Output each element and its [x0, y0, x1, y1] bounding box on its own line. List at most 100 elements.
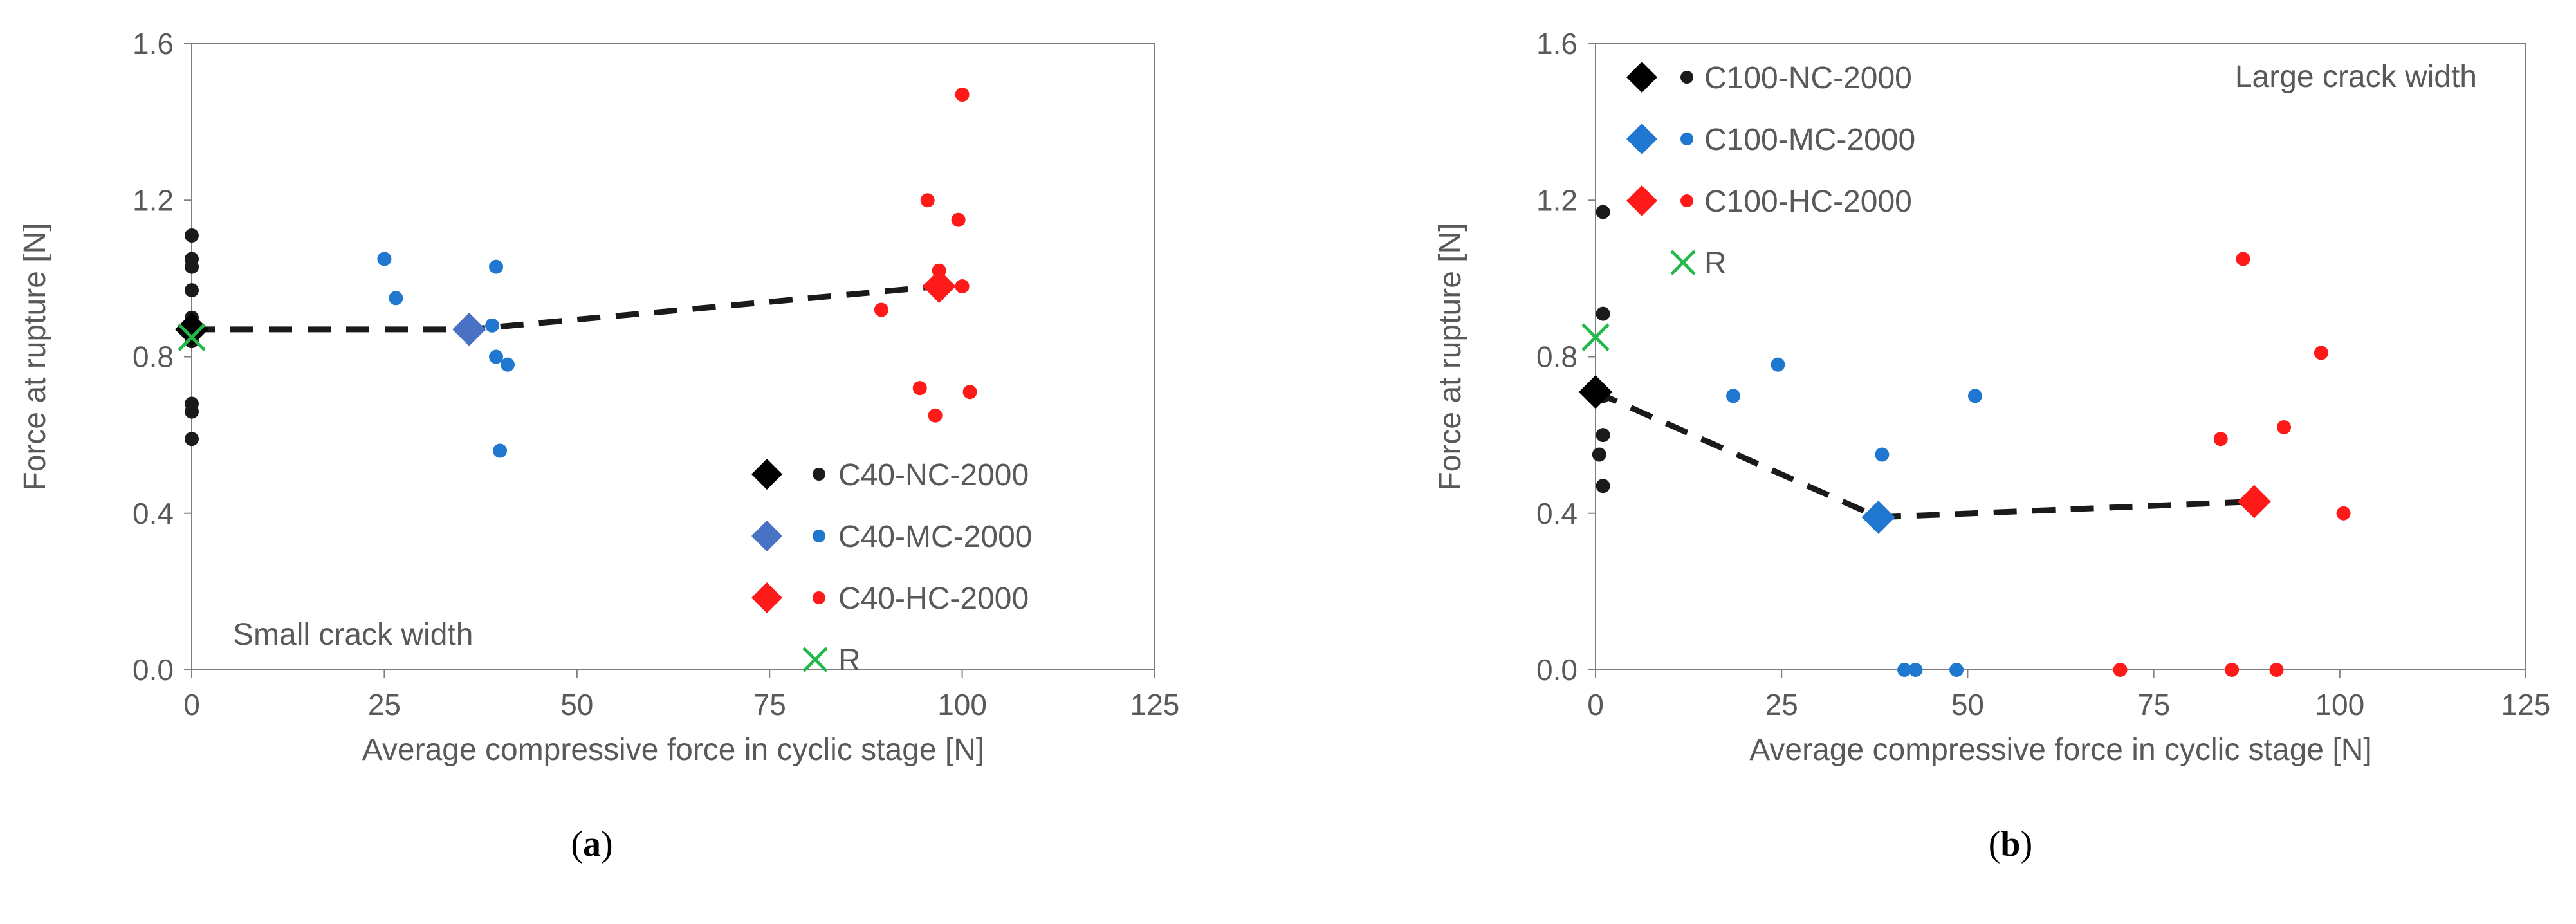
mean-marker-c100-nc-2000 — [1579, 375, 1612, 409]
x-tick-label: 0 — [183, 688, 200, 721]
legend-point-symbol — [1680, 194, 1693, 207]
data-point-c100-hc-2000 — [2277, 420, 2292, 434]
x-tick-label: 75 — [753, 688, 786, 721]
y-axis-title: Force at rupture [N] — [18, 223, 52, 490]
mean-marker-c40-hc-2000 — [922, 270, 956, 304]
legend-label: C40-MC-2000 — [838, 520, 1032, 554]
mean-marker-c100-mc-2000 — [1861, 500, 1895, 534]
data-point-c100-mc-2000 — [1726, 389, 1741, 403]
legend-mean-symbol — [751, 582, 782, 613]
legend-mean-symbol — [751, 521, 782, 551]
data-point-c40-hc-2000 — [955, 88, 970, 102]
legend: C40-NC-2000 C40-MC-2000 C40-HC-2000 R — [751, 458, 1032, 678]
reference-marker-r — [1581, 323, 1610, 351]
data-point-c100-nc-2000 — [1596, 428, 1610, 443]
legend-label: C100-HC-2000 — [1704, 185, 1912, 219]
data-point-c40-hc-2000 — [951, 212, 966, 227]
legend-point-symbol — [1680, 71, 1693, 84]
legend-reference-symbol — [802, 647, 828, 672]
trend-line — [1594, 389, 2254, 521]
x-axis-title: Average compressive force in cyclic stag… — [362, 733, 985, 767]
x-tick-label: 50 — [1951, 688, 1984, 721]
x-tick-label: 100 — [937, 688, 987, 721]
x-tick-label: 125 — [1130, 688, 1180, 721]
data-point-c100-nc-2000 — [1596, 205, 1610, 219]
legend-mean-symbol — [1626, 62, 1657, 93]
legend-label: C40-HC-2000 — [838, 582, 1029, 616]
plot-area-frame — [191, 43, 1155, 670]
reference-marker-r — [178, 323, 206, 351]
data-point-c40-mc-2000 — [489, 349, 504, 364]
trend-line — [192, 283, 940, 333]
legend-point-symbol — [813, 530, 825, 542]
data-point-c100-hc-2000 — [2336, 506, 2351, 521]
data-point-c100-hc-2000 — [2113, 663, 2128, 677]
y-tick-label: 1.2 — [133, 183, 174, 217]
panel-caption: (b) — [1989, 824, 2032, 864]
data-point-c40-hc-2000 — [912, 381, 927, 396]
data-point-c100-mc-2000 — [1949, 663, 1964, 677]
legend-label: R — [838, 643, 861, 678]
y-tick-label: 1.6 — [133, 27, 174, 60]
data-point-c100-mc-2000 — [1897, 663, 1912, 677]
data-point-c40-nc-2000 — [185, 432, 199, 447]
y-tick-label: 0.4 — [133, 497, 174, 530]
legend-mean-symbol — [1626, 124, 1657, 154]
reference-x-stroke — [1581, 323, 1610, 351]
y-axis-title: Force at rupture [N] — [1433, 223, 1467, 490]
data-point-c100-nc-2000 — [1592, 447, 1606, 462]
data-point-c100-hc-2000 — [2236, 252, 2250, 266]
x-tick-label: 100 — [2315, 688, 2364, 721]
legend-mean-symbol — [751, 459, 782, 490]
caption-close: ) — [2021, 824, 2033, 864]
y-tick-label: 0.8 — [1536, 340, 1578, 374]
data-point-c100-hc-2000 — [2213, 432, 2228, 447]
data-point-c100-hc-2000 — [2225, 663, 2240, 677]
caption-close: ) — [601, 824, 613, 864]
data-point-c100-mc-2000 — [1967, 389, 1982, 403]
legend-point-symbol — [1680, 133, 1693, 145]
legend-label: C40-NC-2000 — [838, 458, 1029, 492]
annotation: Large crack width — [2235, 60, 2477, 94]
data-point-c100-mc-2000 — [1875, 447, 1890, 462]
data-point-c40-nc-2000 — [185, 259, 199, 274]
y-tick-label: 0.0 — [133, 653, 174, 687]
legend-mean-symbol — [1626, 185, 1657, 216]
data-point-c100-nc-2000 — [1596, 306, 1610, 321]
mean-marker-c100-hc-2000 — [2237, 485, 2271, 519]
data-point-c100-hc-2000 — [2269, 663, 2284, 677]
data-point-c40-mc-2000 — [377, 252, 392, 266]
data-point-c40-mc-2000 — [489, 259, 504, 274]
mean-marker-c40-nc-2000 — [175, 312, 208, 346]
caption-open: ( — [571, 824, 583, 864]
data-point-c40-mc-2000 — [485, 318, 500, 333]
y-tick-label: 0.0 — [1536, 653, 1578, 687]
y-tick-label: 1.2 — [1536, 183, 1578, 217]
x-tick-label: 125 — [2501, 688, 2551, 721]
data-point-c100-hc-2000 — [2314, 346, 2328, 360]
data-point-c40-hc-2000 — [928, 408, 943, 423]
x-tick-label: 75 — [2137, 688, 2170, 721]
caption-letter: a — [583, 824, 601, 864]
data-point-c40-mc-2000 — [501, 357, 515, 372]
caption-letter: b — [2000, 824, 2020, 864]
chart-panel-a: 0.0 0.4 0.8 1.2 1.6 0 25 50 75 100 125 Average comp… — [18, 27, 1179, 864]
data-point-c40-nc-2000 — [185, 283, 199, 298]
data-point-c40-nc-2000 — [185, 404, 199, 419]
legend-point-symbol — [813, 591, 825, 604]
data-point-c40-hc-2000 — [962, 385, 977, 400]
mean-marker-c40-mc-2000 — [452, 312, 486, 346]
legend-label: C100-MC-2000 — [1704, 123, 1915, 157]
data-point-c40-hc-2000 — [874, 302, 888, 317]
legend-point-symbol — [813, 468, 825, 481]
data-point-c40-mc-2000 — [493, 443, 508, 458]
legend: C100-NC-2000 C100-MC-2000 C100-HC-2000 R — [1626, 61, 1915, 281]
data-point-c100-nc-2000 — [1596, 479, 1610, 494]
y-tick-label: 1.6 — [1536, 27, 1578, 60]
legend-label: R — [1704, 246, 1727, 281]
data-point-c40-hc-2000 — [955, 279, 970, 294]
data-point-c100-mc-2000 — [1771, 357, 1785, 372]
data-point-c40-hc-2000 — [920, 193, 935, 208]
y-tick-label: 0.8 — [133, 340, 174, 374]
